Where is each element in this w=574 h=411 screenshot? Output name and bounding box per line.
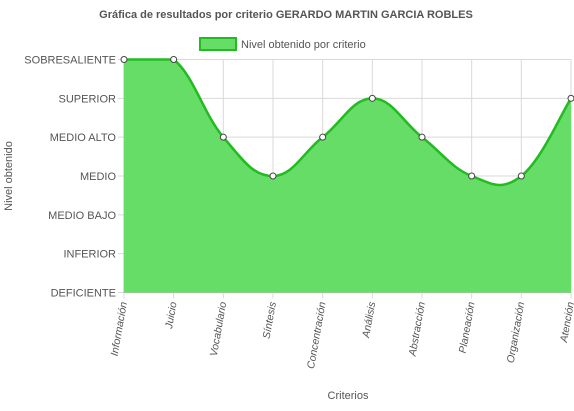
legend-label: Nivel obtenido por criterio — [241, 39, 366, 51]
x-tick-label: Análisis — [360, 300, 378, 339]
x-tick-label: Abstracción — [406, 301, 428, 358]
data-point[interactable] — [120, 56, 128, 63]
y-tick-label: MEDIO ALTO — [50, 132, 117, 144]
x-tick-label: Concentración — [305, 301, 329, 370]
y-tick-label: MEDIO — [80, 171, 117, 183]
y-axis-title: Nivel obtenido — [3, 141, 15, 211]
data-point[interactable] — [269, 172, 277, 180]
x-axis-title: Criterios — [328, 390, 369, 402]
data-point[interactable] — [170, 56, 178, 63]
y-tick-label: INFERIOR — [63, 249, 116, 261]
y-tick-label: MEDIO BAJO — [48, 210, 116, 222]
series-line — [123, 58, 573, 187]
data-point[interactable] — [468, 172, 476, 180]
x-tick-label: Juicio — [163, 301, 180, 331]
data-point[interactable] — [567, 94, 574, 102]
x-tick-label: Atención — [558, 301, 574, 344]
y-axis: DEFICIENTE INFERIOR MEDIO BAJO MEDIO MEDIO A… — [24, 55, 116, 300]
x-axis: Información Juicio Vocabulario Síntesis Conc… — [109, 300, 574, 370]
y-tick-label: SUPERIOR — [59, 93, 117, 105]
legend[interactable]: Nivel obtenido por criterio — [199, 37, 366, 51]
chart-title: Gráfica de resultados por criterio GERAR… — [99, 9, 473, 21]
x-tick-label: Organización — [505, 301, 528, 364]
series-layer — [120, 56, 574, 293]
y-tick-label: DEFICIENTE — [51, 288, 116, 300]
x-tick-label: Vocabulario — [208, 301, 229, 357]
series-area — [124, 59, 571, 293]
legend-swatch — [199, 37, 237, 51]
data-point[interactable] — [368, 94, 376, 102]
data-point[interactable] — [319, 133, 327, 141]
data-point[interactable] — [418, 133, 426, 141]
x-tick-label: Síntesis — [261, 300, 279, 340]
data-point[interactable] — [517, 172, 525, 180]
x-tick-label: Información — [109, 301, 130, 357]
x-tick-label: Planeación — [457, 301, 478, 354]
data-point[interactable] — [219, 133, 227, 141]
y-tick-label: SOBRESALIENTE — [24, 55, 116, 67]
